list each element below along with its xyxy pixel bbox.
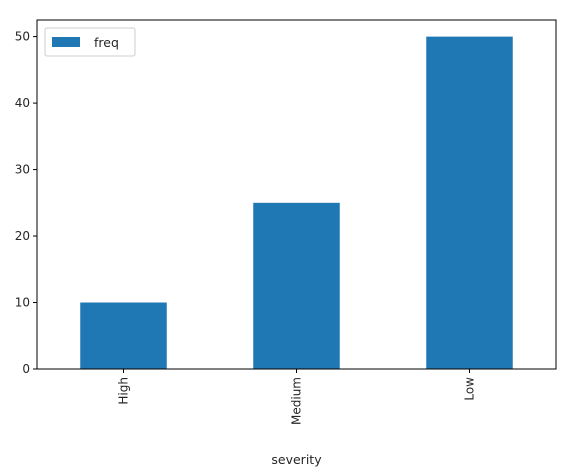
bar-low [426,36,513,370]
x-axis-label: severity [271,452,322,467]
legend-box [44,27,136,57]
legend-label: freq [94,35,119,50]
legend-swatch [52,37,80,47]
x-axis: High Medium Low [117,369,477,425]
y-tick-label: 10 [15,296,30,310]
y-tick-label: 50 [15,30,30,44]
x-tick-label-high: High [117,377,131,405]
axes-frame [36,19,557,370]
y-tick-label: 20 [15,229,30,243]
x-tick-label-medium: Medium [290,377,304,425]
legend: freq [44,27,136,57]
bar-high [80,302,167,369]
y-tick-label: 0 [22,362,30,376]
y-tick-label: 30 [15,163,30,177]
y-tick-label: 40 [15,96,30,110]
y-axis: 0 10 20 30 40 50 [15,30,37,376]
x-tick-label-low: Low [463,377,477,401]
plot-area [80,36,513,370]
bar-medium [253,202,340,369]
